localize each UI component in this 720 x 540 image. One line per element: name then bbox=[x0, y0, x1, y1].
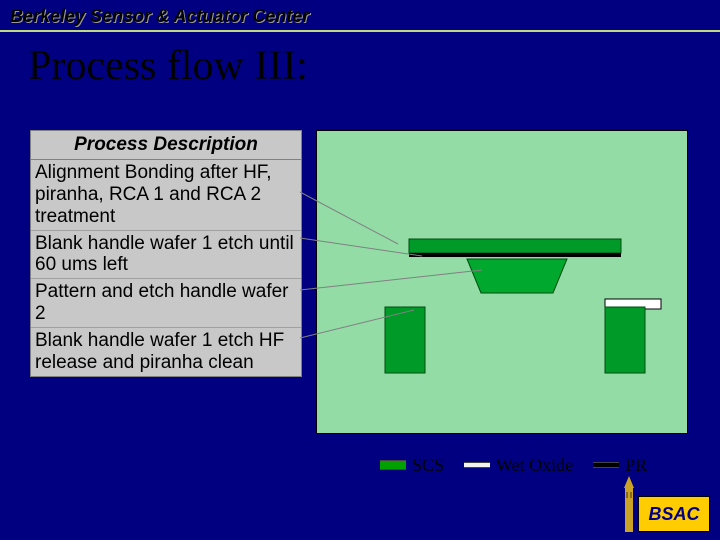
legend: SCS Wet Oxide PR bbox=[380, 450, 700, 480]
table-row: Alignment Bonding after HF, piranha, RCA… bbox=[31, 160, 301, 231]
legend-item-oxide: Wet Oxide bbox=[464, 455, 573, 476]
table-header: Process Description bbox=[31, 131, 301, 160]
diagram-panel bbox=[316, 130, 688, 434]
legend-label: Wet Oxide bbox=[496, 455, 573, 476]
table-row: Blank handle wafer 1 etch HF release and… bbox=[31, 328, 301, 376]
bsac-logo: BSAC bbox=[638, 496, 710, 532]
org-header: Berkeley Sensor & Actuator Center bbox=[10, 6, 309, 27]
diagram-svg bbox=[317, 131, 687, 433]
process-table: Process Description Alignment Bonding af… bbox=[30, 130, 302, 377]
legend-item-pr: PR bbox=[593, 455, 647, 476]
table-row: Blank handle wafer 1 etch until 60 ums l… bbox=[31, 231, 301, 280]
slide: Berkeley Sensor & Actuator Center Proces… bbox=[0, 0, 720, 540]
legend-item-scs: SCS bbox=[380, 455, 444, 476]
legend-label: SCS bbox=[412, 455, 444, 476]
campanile-icon bbox=[620, 476, 638, 532]
header-rule bbox=[0, 30, 720, 32]
table-row: Pattern and etch handle wafer 2 bbox=[31, 279, 301, 328]
swatch-scs bbox=[380, 460, 406, 470]
swatch-oxide bbox=[464, 462, 490, 468]
swatch-pr bbox=[593, 462, 619, 468]
slide-title: Process flow III: bbox=[28, 42, 308, 90]
legend-label: PR bbox=[625, 455, 647, 476]
